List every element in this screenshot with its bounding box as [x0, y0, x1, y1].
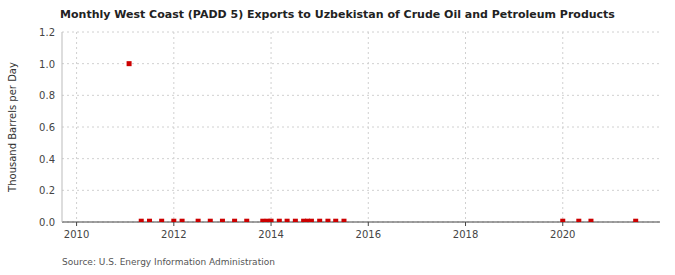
x-tick [271, 222, 272, 226]
point [180, 219, 185, 222]
y-grid-line [62, 63, 660, 64]
x-tick [562, 222, 563, 226]
x-tick-label: 2018 [453, 229, 478, 240]
background [0, 0, 675, 275]
y-axis-label: Thousand Barrels per Day [7, 62, 18, 193]
point [633, 219, 638, 222]
y-grid-line [62, 32, 660, 33]
x-grid-line [368, 32, 369, 222]
point [269, 219, 274, 222]
y-tick-label: 1.0 [39, 59, 55, 70]
point [208, 219, 213, 222]
y-tick-label: 1.2 [39, 27, 55, 38]
y-tick-label: 0.2 [39, 185, 55, 196]
point [196, 219, 201, 222]
chart: Monthly West Coast (PADD 5) Exports to U… [0, 0, 675, 275]
point [341, 219, 346, 222]
y-grid-line [62, 95, 660, 96]
points [127, 61, 639, 222]
x-grid-line [76, 32, 77, 222]
y-tick-label: 0.4 [39, 154, 55, 165]
point [576, 219, 581, 222]
y-axis-line [62, 32, 63, 222]
x-tick [173, 222, 174, 226]
point [127, 61, 132, 66]
point [220, 219, 225, 222]
x-tick-label: 2012 [161, 229, 186, 240]
y-tick-label: 0.6 [39, 122, 55, 133]
point [277, 219, 282, 222]
point [147, 219, 152, 222]
point [309, 219, 314, 222]
point [293, 219, 298, 222]
point [325, 219, 330, 222]
grid [62, 32, 660, 222]
y-grid-line [62, 127, 660, 128]
x-grid-line [271, 32, 272, 222]
title: Monthly West Coast (PADD 5) Exports to U… [60, 8, 615, 21]
point [285, 219, 290, 222]
point [159, 219, 164, 222]
x-tick [368, 222, 369, 226]
x-tick [76, 222, 77, 226]
point [260, 219, 265, 222]
x-tick-label: 2010 [64, 229, 89, 240]
y-tick-label: 0.0 [39, 217, 55, 228]
x-tick-label: 2014 [258, 229, 283, 240]
y-grid-line [62, 190, 660, 191]
point [139, 219, 144, 222]
point [560, 219, 565, 222]
source-note: Source: U.S. Energy Information Administ… [62, 257, 275, 267]
x-tick-label: 2020 [550, 229, 575, 240]
point [317, 219, 322, 222]
point [333, 219, 338, 222]
point [171, 219, 176, 222]
x-tick [465, 222, 466, 226]
x-tick-label: 2016 [356, 229, 381, 240]
x-grid-line [173, 32, 174, 222]
x-grid-line [465, 32, 466, 222]
y-grid-line [62, 158, 660, 159]
point [232, 219, 237, 222]
y-tick-label: 0.8 [39, 90, 55, 101]
x-grid-line [562, 32, 563, 222]
point [244, 219, 249, 222]
point [588, 219, 593, 222]
